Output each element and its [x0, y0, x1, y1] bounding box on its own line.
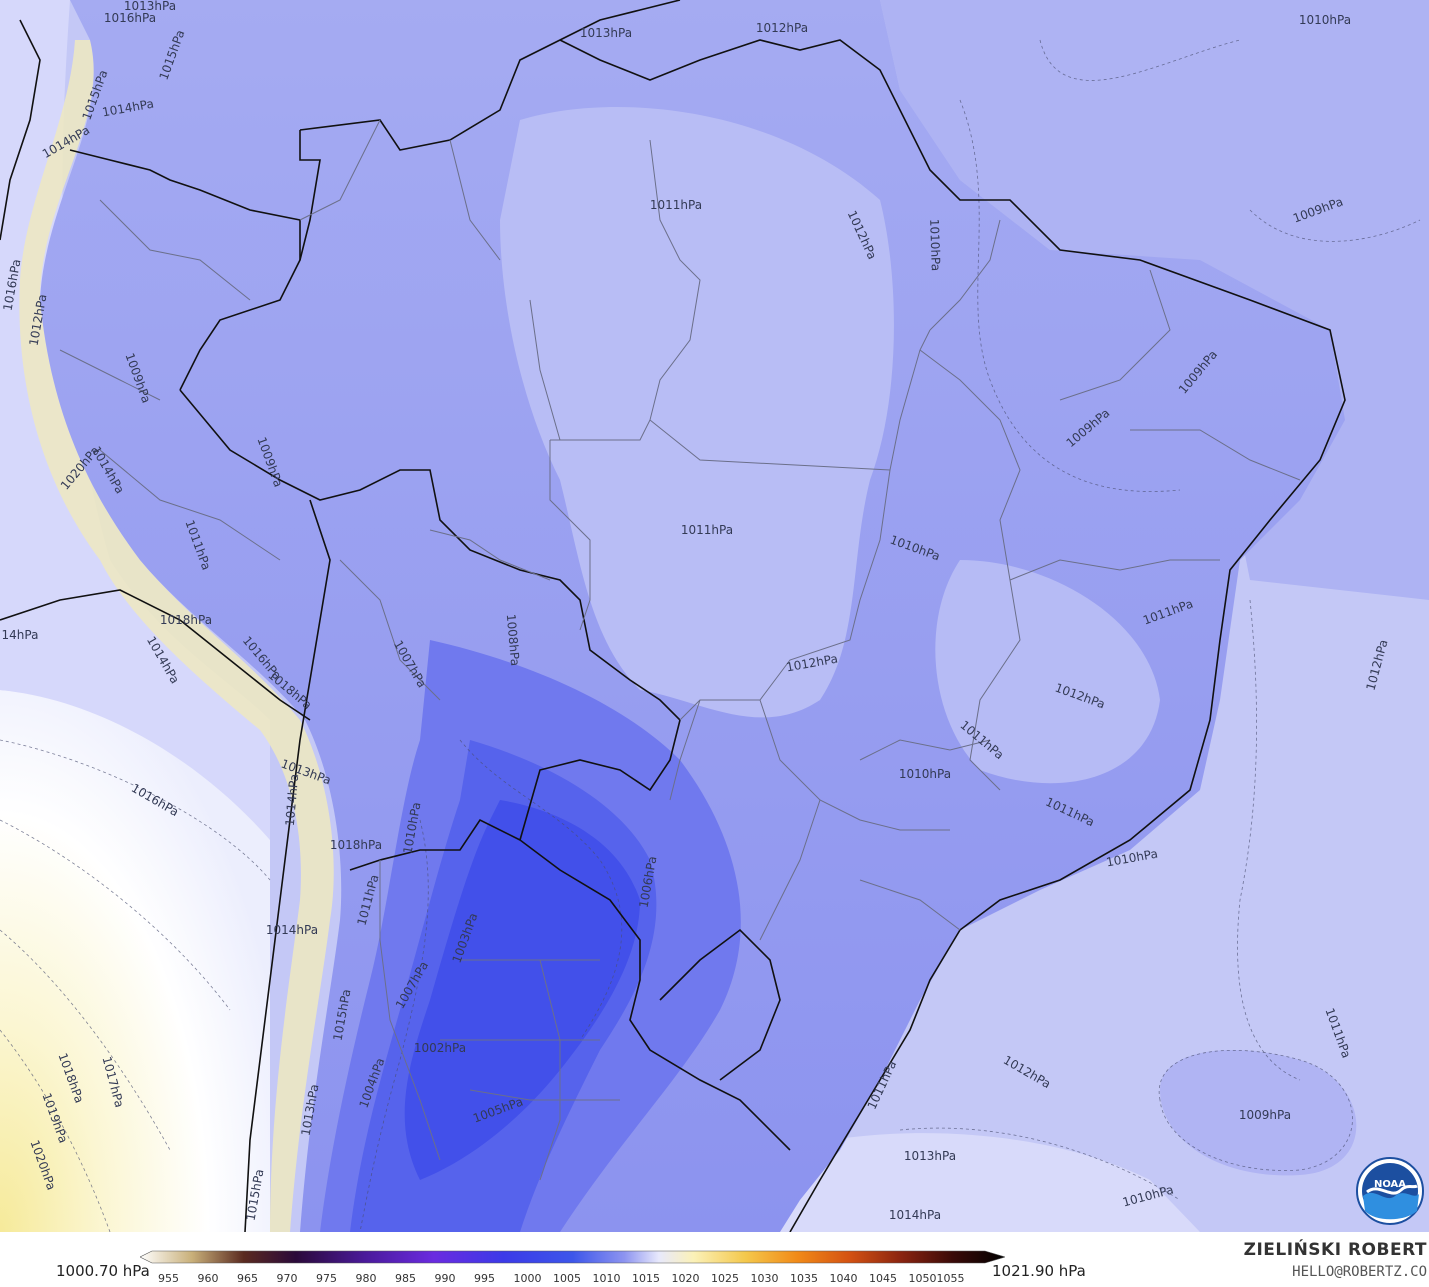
- south-atlantic-high: [780, 1133, 1200, 1232]
- legend-min-label: 1000.70 hPa: [56, 1262, 150, 1280]
- isobar-contours: [0, 39, 1421, 1232]
- color-scale-tick: 980: [355, 1272, 377, 1285]
- pacific-north: [0, 0, 270, 840]
- color-scale-tick: 1020: [671, 1272, 700, 1285]
- author-name: ZIELIŃSKI ROBERT: [1243, 1240, 1427, 1260]
- legend-max-label: 1021.90 hPa: [992, 1262, 1086, 1280]
- author-email[interactable]: HELLO@ROBERTZ.CO: [1292, 1264, 1427, 1280]
- isobar-label: 1014hPa: [283, 773, 301, 826]
- color-scale-tick: 1040: [829, 1272, 858, 1285]
- isobar-label: 1013hPa: [124, 0, 176, 13]
- isobar-label: 1013hPa: [904, 1149, 956, 1163]
- color-scale-bar: [140, 1250, 1005, 1264]
- andes-high-band: [19, 40, 334, 1232]
- isobar-label: 1008hPa: [504, 613, 522, 666]
- color-scale-tick: 955: [158, 1272, 179, 1285]
- pressure-map: 1013hPa1016hPa1015hPa1014hPa1015hPa1013h…: [0, 0, 1429, 1232]
- color-scale-tick: 990: [434, 1272, 456, 1285]
- northeast-light-region: [935, 560, 1160, 784]
- color-scale-tick: 965: [237, 1272, 258, 1285]
- color-scale-tick: 975: [316, 1272, 337, 1285]
- isobar-label: 1016hPa: [104, 11, 156, 25]
- noaa-logo-text: NOAA: [1374, 1179, 1406, 1190]
- color-scale-tick: 960: [197, 1272, 219, 1285]
- color-scale-tick: 1015: [632, 1272, 660, 1285]
- isobar-label: 1011hPa: [650, 198, 702, 212]
- color-scale-tick: 985: [395, 1272, 416, 1285]
- state-borders: [59, 119, 1301, 1181]
- color-scale-tick: 1025: [711, 1272, 739, 1285]
- isobar-label: 1009hPa: [1239, 1108, 1291, 1122]
- chaco-low-3: [404, 800, 640, 1180]
- isobar-label: 1010hPa: [927, 219, 943, 272]
- color-scale-tick: 1045: [869, 1272, 897, 1285]
- isobar-label: 1002hPa: [414, 1041, 466, 1055]
- isobar-label: 14hPa: [2, 628, 39, 642]
- color-scale-tick: 1010: [592, 1272, 621, 1285]
- color-scale-tick: 1005: [553, 1272, 581, 1285]
- isobar-label: 1014hPa: [266, 923, 318, 937]
- color-scale-tick: 970: [276, 1272, 298, 1285]
- isobar-label: 1010hPa: [899, 767, 951, 781]
- isobar-label: 1013hPa: [580, 26, 632, 40]
- isobar-label: 1018hPa: [330, 838, 382, 852]
- pacific-high-region: [0, 690, 270, 1232]
- color-scale-tick: 995: [474, 1272, 495, 1285]
- isobar-label: 1011hPa: [681, 523, 733, 537]
- isobar-label: 1018hPa: [160, 613, 212, 627]
- isobar-label: 1014hPa: [889, 1208, 941, 1222]
- south-atlantic-low: [1160, 1050, 1357, 1176]
- central-light-region: [500, 106, 894, 718]
- isobar-label: 1012hPa: [756, 21, 808, 35]
- noaa-logo: NOAA: [1356, 1157, 1424, 1225]
- color-scale-tick: 1035: [790, 1272, 818, 1285]
- color-scale: [140, 1250, 1005, 1264]
- color-scale-tick: 1030: [750, 1272, 779, 1285]
- isobar-label: 1010hPa: [1299, 13, 1351, 27]
- color-scale-tick: 10501055: [908, 1272, 965, 1285]
- color-scale-tick: 1000: [513, 1272, 542, 1285]
